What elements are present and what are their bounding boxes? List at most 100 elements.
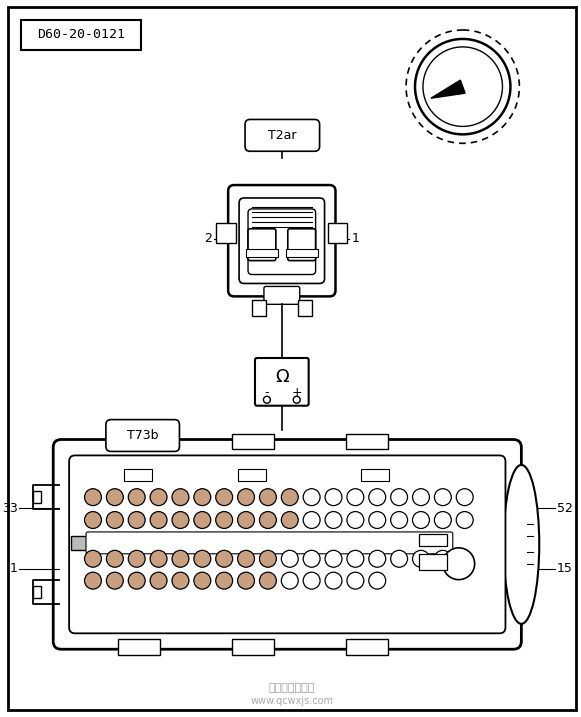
Circle shape	[347, 551, 364, 567]
Circle shape	[406, 30, 519, 143]
Circle shape	[216, 551, 232, 567]
Ellipse shape	[504, 465, 539, 624]
Text: 33: 33	[2, 502, 17, 515]
Circle shape	[84, 511, 102, 528]
Bar	[33, 586, 41, 597]
Bar	[361, 470, 389, 481]
Circle shape	[194, 551, 211, 567]
Circle shape	[260, 489, 277, 505]
Circle shape	[238, 572, 254, 589]
Circle shape	[423, 47, 503, 126]
Circle shape	[281, 551, 298, 567]
Bar	[71, 536, 87, 550]
Circle shape	[325, 551, 342, 567]
Circle shape	[413, 511, 429, 528]
FancyBboxPatch shape	[69, 455, 505, 633]
Circle shape	[194, 572, 211, 589]
Circle shape	[281, 489, 298, 505]
Circle shape	[150, 511, 167, 528]
Bar	[346, 434, 388, 450]
Circle shape	[281, 572, 298, 589]
Circle shape	[216, 489, 232, 505]
FancyBboxPatch shape	[106, 419, 180, 452]
Circle shape	[238, 551, 254, 567]
Circle shape	[238, 489, 254, 505]
Bar	[238, 470, 266, 481]
Circle shape	[84, 489, 102, 505]
Circle shape	[260, 572, 277, 589]
Circle shape	[435, 489, 451, 505]
Text: ACC: ACC	[482, 65, 499, 73]
Circle shape	[347, 511, 364, 528]
Text: 2: 2	[205, 232, 212, 245]
Circle shape	[456, 511, 473, 528]
Circle shape	[84, 572, 102, 589]
Circle shape	[260, 511, 277, 528]
Bar	[297, 300, 311, 316]
Bar	[246, 249, 278, 257]
Circle shape	[303, 511, 320, 528]
FancyBboxPatch shape	[239, 198, 325, 283]
Circle shape	[194, 489, 211, 505]
Bar	[286, 249, 318, 257]
Circle shape	[128, 572, 145, 589]
Circle shape	[293, 397, 300, 403]
Circle shape	[347, 572, 364, 589]
Bar	[216, 223, 236, 243]
Polygon shape	[431, 80, 465, 98]
Circle shape	[390, 551, 407, 567]
Text: 15: 15	[557, 562, 573, 575]
Bar	[232, 640, 274, 655]
Circle shape	[260, 551, 277, 567]
FancyBboxPatch shape	[245, 120, 320, 151]
FancyBboxPatch shape	[255, 358, 309, 406]
Circle shape	[194, 511, 211, 528]
Circle shape	[456, 489, 473, 505]
Text: 汽车维修技术网: 汽车维修技术网	[268, 683, 315, 693]
Circle shape	[263, 397, 270, 403]
Circle shape	[325, 572, 342, 589]
Circle shape	[172, 489, 189, 505]
FancyBboxPatch shape	[288, 229, 315, 260]
Circle shape	[106, 511, 123, 528]
Bar	[124, 470, 152, 481]
Circle shape	[106, 572, 123, 589]
Circle shape	[128, 489, 145, 505]
Text: D60-20-0121: D60-20-0121	[37, 29, 125, 42]
Circle shape	[150, 551, 167, 567]
Circle shape	[347, 489, 364, 505]
Circle shape	[303, 489, 320, 505]
Bar	[118, 640, 160, 655]
Circle shape	[369, 572, 386, 589]
Bar	[346, 640, 388, 655]
Circle shape	[150, 572, 167, 589]
Text: 1: 1	[352, 232, 359, 245]
Circle shape	[303, 572, 320, 589]
Circle shape	[369, 511, 386, 528]
Text: RUN: RUN	[458, 54, 477, 63]
Text: T73b: T73b	[127, 429, 159, 442]
Circle shape	[172, 551, 189, 567]
Bar	[328, 223, 347, 243]
Circle shape	[390, 489, 407, 505]
Circle shape	[172, 572, 189, 589]
Circle shape	[216, 511, 232, 528]
Text: -: -	[265, 386, 269, 399]
Circle shape	[128, 551, 145, 567]
Bar	[232, 434, 274, 450]
Text: 1: 1	[9, 562, 17, 575]
Circle shape	[369, 551, 386, 567]
Circle shape	[435, 551, 451, 567]
Circle shape	[216, 572, 232, 589]
Circle shape	[369, 489, 386, 505]
Circle shape	[443, 548, 475, 579]
Text: www.qcwxjs.com: www.qcwxjs.com	[250, 696, 333, 706]
Text: Ω: Ω	[275, 368, 289, 386]
Circle shape	[390, 511, 407, 528]
Circle shape	[415, 39, 511, 134]
Circle shape	[238, 511, 254, 528]
Circle shape	[435, 511, 451, 528]
Circle shape	[106, 551, 123, 567]
Circle shape	[84, 551, 102, 567]
FancyBboxPatch shape	[264, 286, 300, 304]
